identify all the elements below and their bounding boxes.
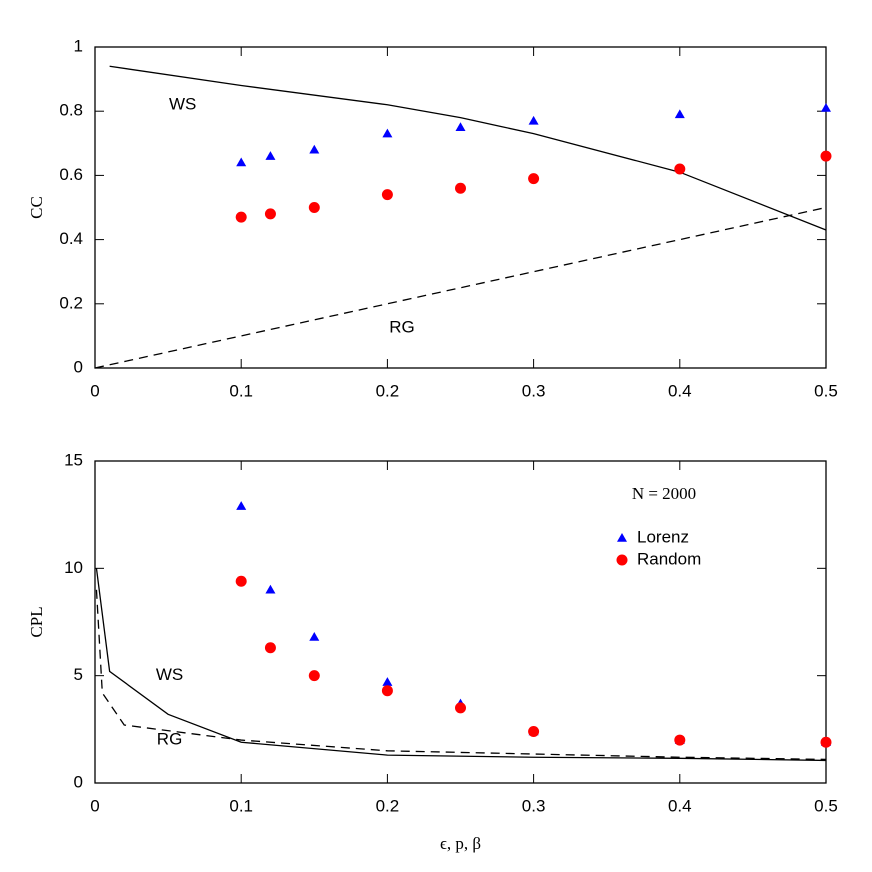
- circle-marker: [528, 725, 540, 737]
- triangle-marker: [528, 115, 539, 125]
- triangle-marker: [309, 632, 320, 641]
- circle-marker: [235, 575, 247, 587]
- y-tick-label: 10: [64, 558, 83, 577]
- y-tick-label: 5: [74, 665, 83, 684]
- legend-label: Lorenz: [637, 527, 689, 546]
- plot-frame: [94, 46, 827, 369]
- circle-marker: [308, 202, 320, 213]
- model-line: [95, 568, 827, 762]
- triangle-marker: [674, 109, 685, 119]
- circle-marker: [381, 685, 393, 697]
- triangle-marker: [382, 128, 393, 138]
- triangle-marker: [236, 157, 247, 167]
- line-label: WS: [169, 94, 196, 113]
- circle-marker: [674, 734, 686, 746]
- x-tick-label: 0.1: [229, 381, 253, 400]
- triangle-marker: [455, 122, 466, 131]
- legend-marker: [617, 533, 627, 542]
- circle-marker: [820, 736, 832, 748]
- y-tick-label: 1: [74, 36, 83, 55]
- line-label: RG: [389, 317, 415, 336]
- legend-label: Random: [637, 549, 701, 568]
- x-tick-label: 0.3: [522, 796, 546, 815]
- y-tick-label: 0.4: [59, 229, 83, 248]
- y-tick-label: 0: [74, 357, 83, 376]
- x-tick-label: 0.5: [814, 796, 838, 815]
- y-axis-label: CC: [27, 196, 46, 219]
- line-label: WS: [156, 665, 183, 684]
- triangle-marker: [265, 151, 276, 160]
- x-tick-label: 0.1: [229, 796, 253, 815]
- y-axis-label: CPL: [27, 606, 46, 637]
- circle-marker: [455, 702, 466, 714]
- x-tick-label: 0.4: [668, 381, 692, 400]
- triangle-marker: [309, 144, 320, 154]
- y-tick-label: 15: [64, 450, 83, 469]
- x-tick-label: 0.2: [376, 381, 400, 400]
- circle-marker: [264, 208, 276, 220]
- legend-marker: [616, 554, 628, 566]
- plot-frame: [94, 460, 827, 784]
- circle-marker: [381, 189, 393, 201]
- triangle-marker: [236, 501, 247, 510]
- x-tick-label: 0.3: [522, 381, 546, 400]
- circle-marker: [528, 173, 540, 185]
- y-tick-label: 0.8: [59, 101, 83, 120]
- model-line: [95, 589, 827, 761]
- x-tick-label: 0.4: [668, 796, 692, 815]
- circle-marker: [674, 163, 686, 175]
- x-tick-label: 0.5: [814, 381, 838, 400]
- model-line: [94, 206, 827, 369]
- x-tick-label: 0: [90, 796, 99, 815]
- annotation: N = 2000: [632, 484, 696, 503]
- circle-marker: [820, 150, 832, 162]
- line-label: RG: [157, 730, 183, 749]
- circle-marker: [264, 642, 276, 654]
- x-tick-label: 0.2: [376, 796, 400, 815]
- triangle-marker: [382, 677, 393, 686]
- triangle-marker: [821, 102, 831, 112]
- x-axis-label: ϵ, p, β: [440, 834, 481, 853]
- y-tick-label: 0: [74, 772, 83, 791]
- y-tick-label: 0.2: [59, 293, 83, 312]
- circle-marker: [455, 182, 466, 194]
- x-tick-label: 0: [90, 381, 99, 400]
- y-tick-label: 0.6: [59, 165, 83, 184]
- triangle-marker: [265, 584, 276, 594]
- circle-marker: [308, 670, 320, 682]
- circle-marker: [235, 211, 247, 223]
- model-line: [109, 65, 827, 231]
